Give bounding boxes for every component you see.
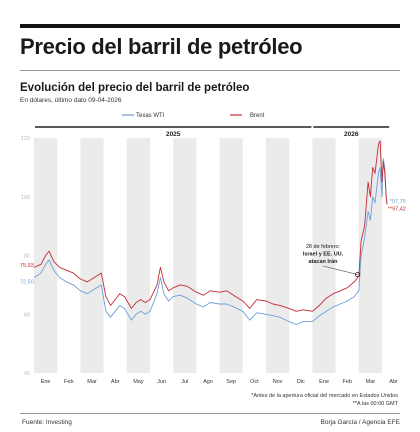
footnote: *Antes de la apertura oficial del mercad…	[251, 392, 398, 408]
x-tick-label: Mar	[87, 379, 97, 385]
y-tick-label: 100	[21, 195, 30, 201]
x-tick-label: Feb	[342, 379, 351, 385]
bottom-rule	[20, 413, 400, 414]
month-band	[126, 138, 150, 373]
month-band	[312, 138, 336, 373]
x-tick-label: Oct	[250, 379, 259, 385]
annotation-leader	[322, 265, 358, 275]
x-tick-label: Abr	[111, 379, 120, 385]
end-label-wti: *97,75	[390, 199, 406, 205]
year-label-2025: 2025	[166, 131, 181, 138]
x-tick-label: Nov	[273, 379, 283, 385]
month-band	[219, 138, 243, 373]
legend-label-brent: Brent	[250, 113, 265, 119]
credit-label: Borja García / Agencia EFE	[320, 419, 400, 426]
month-band	[80, 138, 104, 373]
chart-note: En dólares, último dato 09-04-2026	[20, 97, 122, 104]
x-tick-label: Sep	[226, 379, 236, 385]
footnote-line-1: *Antes de la apertura oficial del mercad…	[251, 393, 398, 399]
month-band	[173, 138, 197, 373]
year-label-2026: 2026	[344, 131, 359, 138]
x-tick-label: Ene	[41, 379, 51, 385]
end-label-brent: **97,42	[388, 206, 406, 212]
title-separator	[20, 70, 400, 71]
year-bar-2025	[35, 126, 312, 128]
x-tick-label: Jul	[181, 379, 188, 385]
source-label: Fuente: Investing	[22, 419, 72, 426]
month-band	[358, 138, 382, 373]
year-bar-2026	[313, 126, 390, 128]
y-tick-label: 40	[24, 371, 30, 377]
start-label-brent: 75,93	[20, 263, 34, 269]
x-tick-label: Mar	[366, 379, 376, 385]
annotation-line-3: atacan Irán	[308, 259, 338, 265]
y-tick-label: 80	[24, 254, 30, 260]
annotation-marker	[355, 271, 361, 278]
month-band	[266, 138, 290, 373]
y-tick-label: 60	[24, 312, 30, 318]
page-title: Precio del barril de petróleo	[20, 34, 303, 59]
x-tick-label: Jun	[157, 379, 166, 385]
x-tick-label: Ene	[319, 379, 329, 385]
start-label-wti: 72,50	[20, 280, 34, 286]
top-rule	[20, 24, 400, 28]
x-tick-label: Abr	[389, 379, 398, 385]
chart-subtitle: Evolución del precio del barril de petró…	[20, 82, 250, 94]
annotation-line-1: 28 de febrero:	[306, 244, 341, 250]
y-tick-label: 120	[21, 136, 30, 142]
series-line-brent	[33, 140, 388, 312]
x-tick-label: Ago	[203, 379, 213, 385]
footnote-line-2: **A las 00:00 GMT	[352, 401, 398, 407]
x-tick-label: Feb	[64, 379, 73, 385]
annotation-line-2: Israel y EE. UU.	[303, 252, 344, 258]
x-tick-label: May	[133, 379, 144, 385]
series-line-texas-wti	[33, 158, 388, 325]
x-tick-label: Dic	[297, 379, 305, 385]
legend-label-wti: Texas WTI	[136, 113, 165, 119]
